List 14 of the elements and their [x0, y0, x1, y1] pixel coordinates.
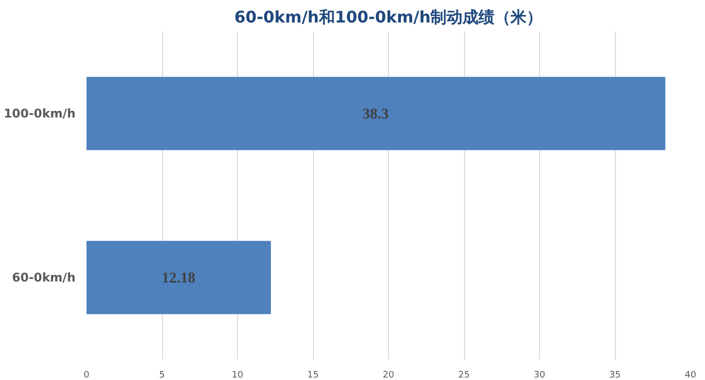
- y-tick-label: 60-0km/h: [12, 270, 76, 284]
- y-tick-label: 100-0km/h: [4, 106, 76, 120]
- x-tick-label: 5: [159, 370, 165, 380]
- x-tick-label: 30: [534, 370, 546, 380]
- x-tick-label: 25: [458, 370, 470, 380]
- x-tick-label: 20: [382, 370, 394, 380]
- data-label: 38.3: [362, 106, 389, 122]
- data-label: 12.18: [162, 270, 196, 286]
- x-tick-label: 40: [684, 370, 696, 380]
- chart-title: 60-0km/h和100-0km/h制动成绩（米）: [234, 8, 543, 26]
- x-tick-label: 0: [84, 370, 90, 380]
- x-tick-label: 15: [307, 370, 319, 380]
- x-tick-label: 10: [232, 370, 244, 380]
- x-tick-label: 35: [609, 370, 621, 380]
